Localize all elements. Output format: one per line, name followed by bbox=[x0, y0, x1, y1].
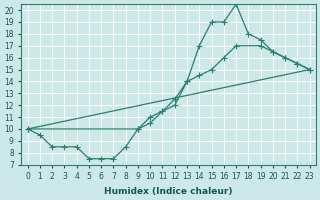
X-axis label: Humidex (Indice chaleur): Humidex (Indice chaleur) bbox=[104, 187, 233, 196]
